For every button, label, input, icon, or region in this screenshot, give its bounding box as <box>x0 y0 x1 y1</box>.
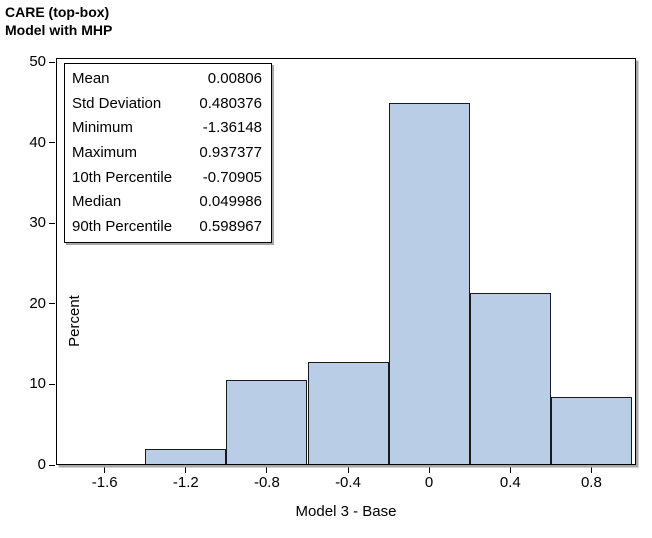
x-axis-tick-label: -0.4 <box>335 474 361 491</box>
x-axis-tick-label: 0.8 <box>580 474 602 491</box>
stats-value: 0.937377 <box>199 143 262 161</box>
stats-value: 0.480376 <box>199 94 262 112</box>
plot-area: 0 10 20 30 40 50 -1.6 -1.2 -0.8 -0.4 0 0.4 0.8 Mean 0… <box>29 54 636 520</box>
stats-value: 0.049986 <box>199 193 262 211</box>
stats-row: Std Deviation 0.480376 <box>72 95 262 113</box>
chart-title-line2: Model with MHP <box>5 22 113 38</box>
x-axis-tick <box>509 467 511 473</box>
stats-label: Minimum <box>72 119 133 137</box>
x-axis-tick-label: 0 <box>424 474 434 491</box>
stats-value: -1.36148 <box>202 119 262 137</box>
histogram-bar <box>550 396 632 464</box>
chart-title-line1: CARE (top-box) <box>5 4 110 20</box>
stats-label: Std Deviation <box>72 94 162 112</box>
y-axis-tick-label: 30 <box>29 214 46 232</box>
histogram-bar <box>307 361 389 464</box>
stats-row: Maximum 0.937377 <box>72 144 262 162</box>
stats-box: Mean 0.00806 Std Deviation 0.480376 Minimum -… <box>64 63 272 243</box>
x-axis-tick <box>590 467 592 473</box>
x-axis-tick-label: -0.8 <box>253 474 280 491</box>
stats-row: Median 0.049986 <box>72 193 262 211</box>
stats-row: 10th Percentile -0.70905 <box>72 169 262 187</box>
stats-label: 10th Percentile <box>72 168 173 186</box>
y-axis-tick-label: 40 <box>29 133 46 151</box>
x-axis-tick-label: -1.2 <box>172 474 199 491</box>
x-axis-tick <box>185 467 187 473</box>
histogram-bar <box>226 380 308 464</box>
x-axis-tick <box>266 467 268 473</box>
stats-row: Minimum -1.36148 <box>72 119 262 137</box>
x-axis-tick-label: -1.6 <box>91 474 118 491</box>
y-axis-tick <box>49 383 55 385</box>
y-axis-tick-label: 10 <box>29 375 46 393</box>
y-axis-tick-label: 50 <box>29 53 46 70</box>
stats-row: Mean 0.00806 <box>72 70 262 88</box>
stats-label: Median <box>72 193 122 211</box>
y-axis-label: Percent <box>66 295 83 347</box>
y-axis-tick <box>49 142 55 144</box>
stats-value: 0.598967 <box>199 217 262 235</box>
histogram-bar <box>469 293 551 464</box>
stats-label: 90th Percentile <box>72 217 173 235</box>
histogram-bar <box>388 103 470 464</box>
histogram-bar <box>145 448 227 464</box>
x-axis-tick <box>428 467 430 473</box>
x-axis-tick <box>347 467 349 473</box>
stats-label: Mean <box>72 70 110 88</box>
x-axis-tick <box>104 467 106 473</box>
y-axis-tick <box>49 303 55 305</box>
y-axis-tick <box>49 464 55 466</box>
y-axis-tick <box>49 61 55 63</box>
x-axis-label: Model 3 - Base <box>295 503 397 520</box>
stats-value: -0.70905 <box>202 168 262 186</box>
y-axis-tick-label: 20 <box>29 294 46 312</box>
x-axis-tick-label: 0.4 <box>499 474 521 491</box>
y-axis-tick-label: 0 <box>37 456 46 473</box>
stats-label: Maximum <box>72 143 138 161</box>
stats-value: 0.00806 <box>207 70 262 88</box>
y-axis-tick <box>49 222 55 224</box>
stats-row: 90th Percentile 0.598967 <box>72 218 262 236</box>
